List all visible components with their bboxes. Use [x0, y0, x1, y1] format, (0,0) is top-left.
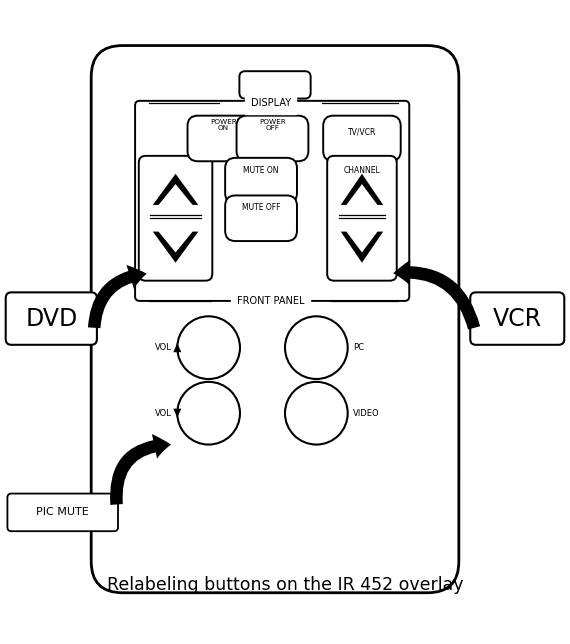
- FancyBboxPatch shape: [327, 156, 397, 281]
- Circle shape: [285, 316, 348, 379]
- Text: MUTE OFF: MUTE OFF: [242, 204, 280, 213]
- Text: VCR: VCR: [492, 307, 542, 330]
- Text: PC: PC: [353, 343, 364, 352]
- Circle shape: [177, 382, 240, 444]
- Polygon shape: [341, 232, 383, 263]
- Text: PIC MUTE: PIC MUTE: [36, 507, 89, 517]
- Polygon shape: [341, 174, 383, 205]
- FancyBboxPatch shape: [225, 196, 297, 241]
- FancyBboxPatch shape: [323, 116, 401, 161]
- Text: FRONT PANEL: FRONT PANEL: [237, 296, 304, 306]
- Text: ON: ON: [218, 125, 229, 131]
- FancyBboxPatch shape: [237, 116, 308, 161]
- Text: DISPLAY: DISPLAY: [251, 98, 291, 108]
- Text: POWER: POWER: [210, 120, 237, 126]
- FancyBboxPatch shape: [91, 46, 459, 592]
- FancyArrowPatch shape: [88, 265, 146, 328]
- FancyBboxPatch shape: [225, 158, 297, 204]
- FancyBboxPatch shape: [6, 292, 97, 345]
- FancyBboxPatch shape: [239, 71, 311, 99]
- Circle shape: [177, 316, 240, 379]
- Text: Relabeling buttons on the IR 452 overlay: Relabeling buttons on the IR 452 overlay: [107, 576, 463, 594]
- FancyBboxPatch shape: [135, 101, 409, 301]
- Text: POWER: POWER: [259, 120, 286, 126]
- Text: VOL: VOL: [154, 343, 172, 352]
- Polygon shape: [153, 232, 198, 263]
- Polygon shape: [173, 343, 181, 352]
- Text: DVD: DVD: [25, 307, 78, 330]
- FancyBboxPatch shape: [470, 292, 564, 345]
- FancyBboxPatch shape: [188, 116, 259, 161]
- Text: VOL: VOL: [154, 409, 172, 418]
- FancyBboxPatch shape: [7, 493, 118, 531]
- Polygon shape: [173, 409, 181, 418]
- Text: VIDEO: VIDEO: [353, 409, 380, 418]
- Text: TV/VCR: TV/VCR: [348, 127, 376, 136]
- FancyBboxPatch shape: [139, 156, 212, 281]
- FancyArrowPatch shape: [393, 260, 480, 330]
- Text: CHANNEL: CHANNEL: [344, 166, 380, 175]
- Text: MUTE ON: MUTE ON: [243, 166, 279, 175]
- Text: OFF: OFF: [266, 125, 279, 131]
- Circle shape: [285, 382, 348, 444]
- FancyArrowPatch shape: [110, 434, 171, 505]
- Polygon shape: [153, 174, 198, 205]
